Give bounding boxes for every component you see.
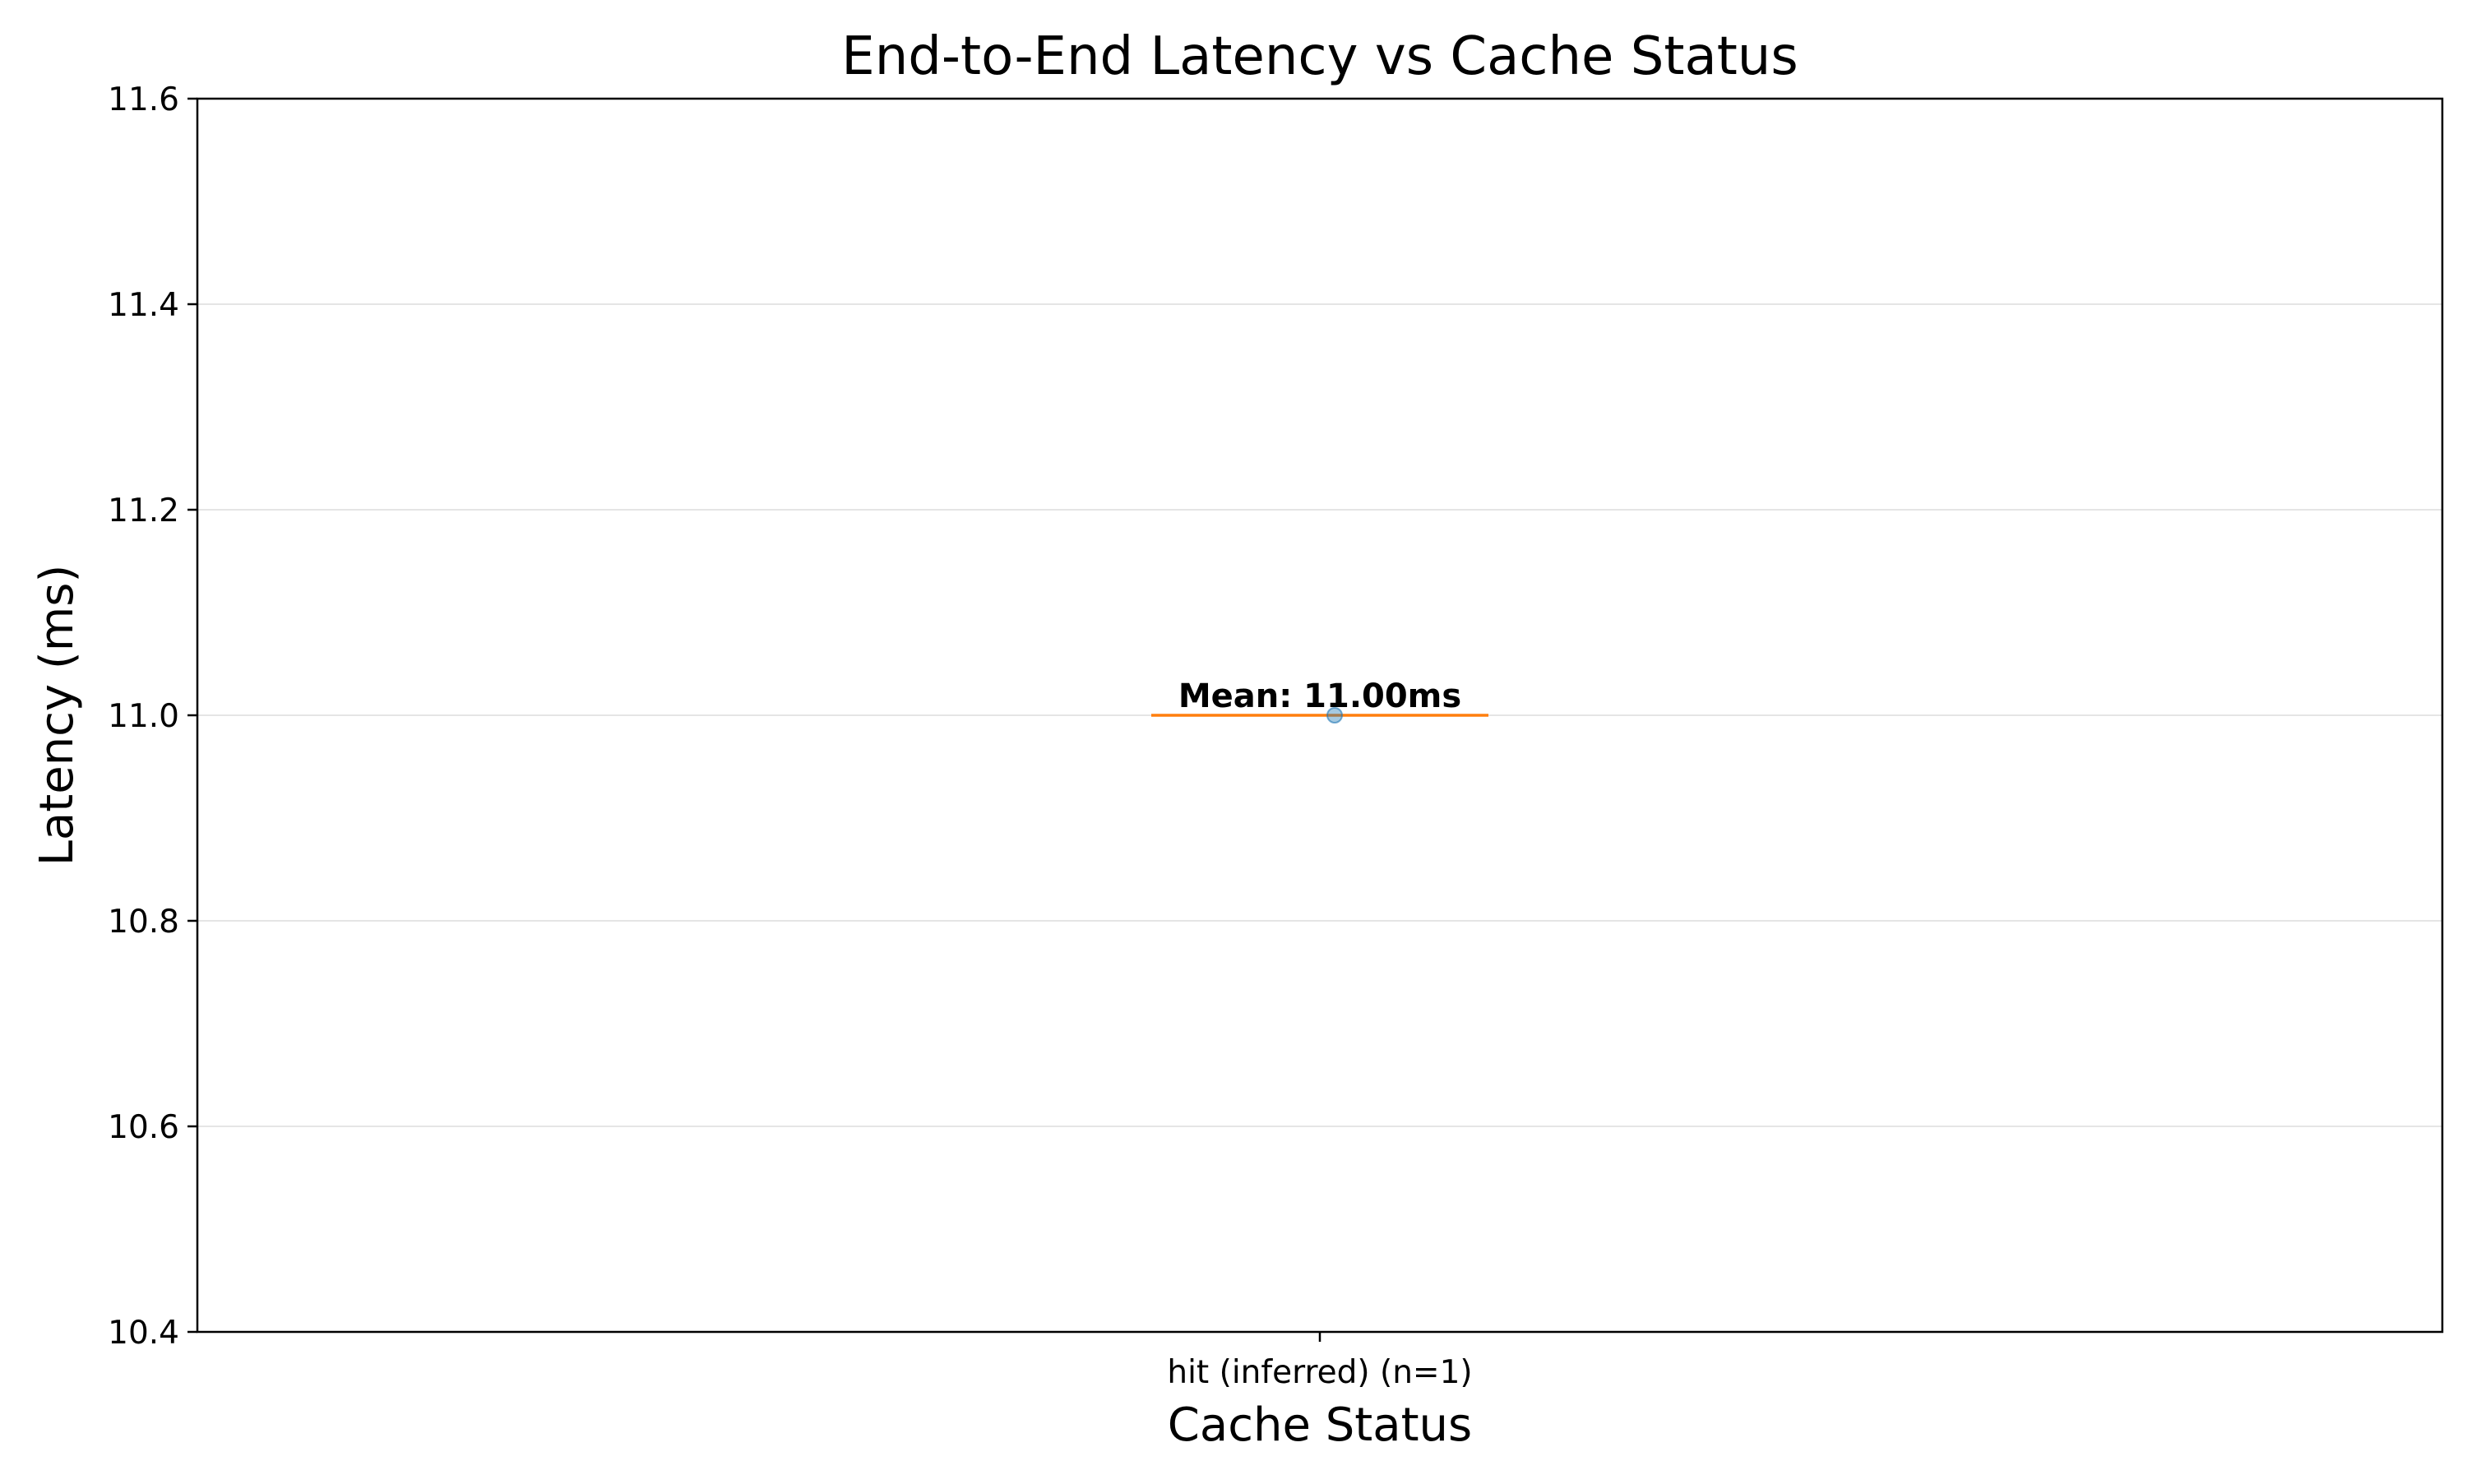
y-tick-label: 11.6 — [108, 81, 179, 118]
y-tick-label: 10.4 — [108, 1315, 179, 1352]
chart-title: End-to-End Latency vs Cache Status — [841, 26, 1798, 87]
plot-area-frame — [196, 97, 2444, 1334]
y-tick-label: 11.0 — [108, 698, 179, 735]
y-tick-label: 11.4 — [108, 287, 179, 324]
y-tick-label: 11.2 — [108, 492, 179, 529]
y-axis-ticks: 10.4 10.6 10.8 11.0 11.2 11.4 11.6 — [108, 81, 197, 1352]
y-tick-label: 10.8 — [108, 904, 179, 941]
mean-label: Mean: 11.00ms — [1178, 677, 1461, 715]
data-point — [1326, 707, 1343, 724]
y-axis-label: Latency (ms) — [30, 565, 84, 867]
x-axis-ticks: hit (inferred) (n=1) — [1167, 1332, 1473, 1391]
x-axis-label: Cache Status — [1168, 1398, 1472, 1452]
box-layer: Mean: 11.00ms — [1151, 677, 1488, 724]
y-tick-label: 10.6 — [108, 1109, 179, 1146]
x-tick-label: hit (inferred) (n=1) — [1167, 1354, 1472, 1391]
